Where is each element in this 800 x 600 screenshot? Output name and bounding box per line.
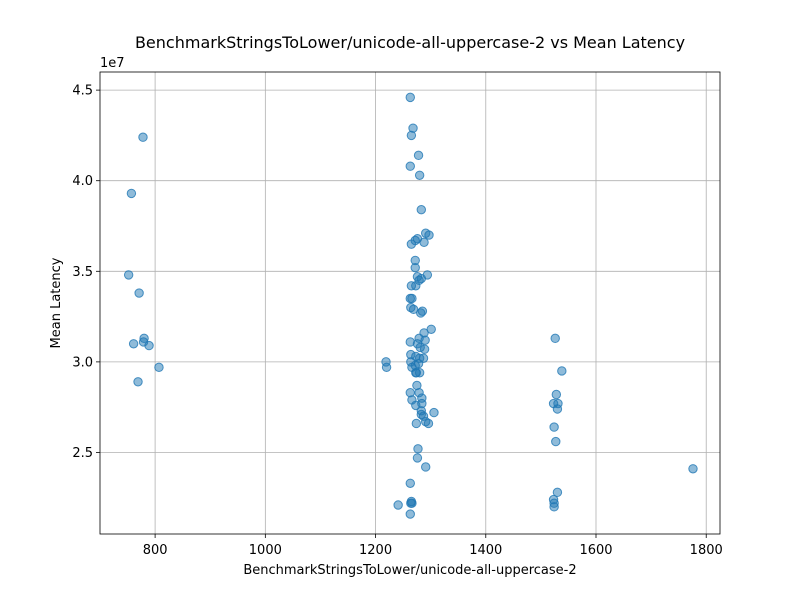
data-point <box>406 239 417 249</box>
data-point <box>405 478 415 488</box>
y-axis-label: Mean Latency <box>49 257 64 348</box>
data-point <box>405 161 415 171</box>
grid-layer <box>100 72 720 534</box>
chart-title: BenchmarkStringsToLower/unicode-all-uppe… <box>135 33 685 52</box>
y-tick-label: 2.5 <box>72 446 93 461</box>
data-point <box>424 230 434 240</box>
data-point <box>128 339 139 349</box>
y-tick-label: 3.0 <box>72 355 93 370</box>
data-point <box>413 444 423 454</box>
data-point <box>551 436 561 447</box>
data-point <box>416 204 426 215</box>
data-point <box>381 362 392 373</box>
data-point <box>393 500 403 510</box>
data-point <box>133 377 143 387</box>
data-point <box>429 407 439 418</box>
data-point <box>417 306 428 316</box>
data-point <box>154 362 164 373</box>
data-point <box>552 404 563 414</box>
data-point <box>413 150 424 161</box>
data-point <box>407 498 417 508</box>
ticks-layer: 800 1000 1200 1400 1600 1800 2.5 3.0 3.5 4.0 4.5 <box>72 84 722 558</box>
data-point <box>412 453 423 463</box>
x-tick-label: 1600 <box>579 543 612 558</box>
points-layer <box>123 92 698 519</box>
x-tick-label: 1000 <box>249 543 282 558</box>
data-point <box>134 288 144 298</box>
data-point <box>411 418 422 429</box>
plot-frame <box>99 71 721 535</box>
data-point <box>552 487 563 498</box>
x-axis-label: BenchmarkStringsToLower/unicode-all-uppe… <box>243 563 576 578</box>
data-point <box>406 281 417 291</box>
data-point <box>126 188 137 199</box>
data-point <box>549 422 559 432</box>
data-point <box>688 464 698 474</box>
y-axis-offset-label: 1e7 <box>100 56 125 71</box>
data-point <box>549 502 559 512</box>
x-tick-label: 1800 <box>690 543 723 558</box>
data-point <box>410 262 420 273</box>
y-tick-label: 4.0 <box>72 174 93 189</box>
data-point <box>419 237 429 248</box>
data-point <box>405 92 415 103</box>
data-point <box>406 130 417 141</box>
data-point <box>138 132 148 142</box>
x-tick-label: 800 <box>143 543 168 558</box>
data-point <box>421 462 431 472</box>
data-point <box>411 400 421 411</box>
data-point <box>551 389 562 400</box>
data-point <box>419 344 430 354</box>
y-tick-label: 3.5 <box>72 265 93 280</box>
x-tick-label: 1400 <box>469 543 502 558</box>
data-point <box>407 293 417 304</box>
data-point <box>411 368 422 378</box>
data-point <box>414 170 425 180</box>
data-point <box>557 366 567 376</box>
data-point <box>550 333 560 344</box>
data-point <box>123 270 134 280</box>
data-point <box>144 340 154 351</box>
y-tick-label: 4.5 <box>72 84 93 99</box>
data-point <box>420 335 430 345</box>
data-point <box>405 509 415 519</box>
x-tick-label: 1200 <box>359 543 392 558</box>
data-point <box>423 418 434 429</box>
